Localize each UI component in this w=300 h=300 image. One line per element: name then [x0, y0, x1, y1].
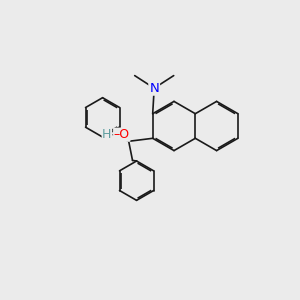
Text: –O: –O [114, 128, 130, 141]
Text: N: N [149, 82, 159, 95]
Text: H: H [102, 128, 112, 141]
